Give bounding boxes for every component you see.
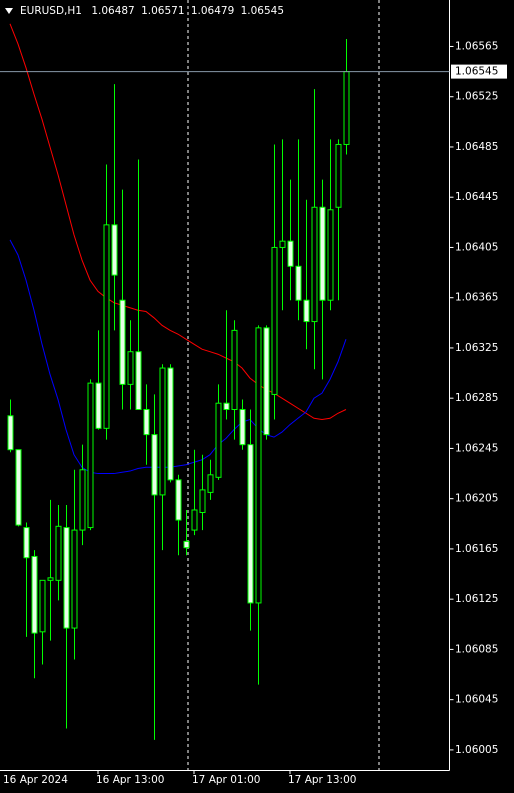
x-tick-label: 16 Apr 13:00 xyxy=(96,774,164,786)
moving-average xyxy=(9,239,347,475)
candle-body xyxy=(23,527,30,559)
candle-body xyxy=(183,540,190,549)
candle-body xyxy=(71,529,78,629)
candle-body xyxy=(159,367,166,496)
y-tick-label: 1.06245 xyxy=(455,442,498,454)
close-value: 1.06545 xyxy=(241,5,284,17)
candle-body xyxy=(151,434,158,496)
candle-body xyxy=(79,469,86,531)
candle-body xyxy=(47,577,54,581)
candle-body xyxy=(335,143,342,208)
candle-body xyxy=(119,299,126,385)
symbol: EURUSD,H1 xyxy=(20,5,82,17)
candle-body xyxy=(303,299,310,323)
candle-body xyxy=(207,474,214,493)
candle-body xyxy=(167,367,174,481)
candle-body xyxy=(95,382,102,429)
price-label: 1.06545 xyxy=(455,66,498,78)
y-tick-label: 1.06165 xyxy=(455,543,498,555)
candle-body xyxy=(263,327,270,436)
candle-body xyxy=(175,479,182,521)
candle-body xyxy=(287,240,294,267)
candle-body xyxy=(327,209,334,301)
candle-body xyxy=(7,415,14,451)
candle-body xyxy=(255,327,262,604)
y-tick-label: 1.06525 xyxy=(455,91,498,103)
y-tick-label: 1.06565 xyxy=(455,40,498,52)
candle-body xyxy=(143,408,150,436)
candle-body xyxy=(191,509,198,531)
candle-body xyxy=(239,408,246,446)
candle-body xyxy=(311,206,318,323)
y-tick-label: 1.06045 xyxy=(455,694,498,706)
y-tick-label: 1.06085 xyxy=(455,643,498,655)
candle-body xyxy=(343,71,350,145)
candle-body xyxy=(55,525,62,581)
candle-body xyxy=(247,444,254,604)
low-value: 1.06479 xyxy=(191,5,234,17)
y-tick-label: 1.06005 xyxy=(455,744,498,756)
x-tick-label: 17 Apr 13:00 xyxy=(288,774,356,786)
candle-body xyxy=(31,555,38,634)
y-tick-label: 1.06205 xyxy=(455,493,498,505)
price-label-box xyxy=(451,64,507,79)
y-tick-label: 1.06325 xyxy=(455,342,498,354)
candle-body xyxy=(63,527,70,629)
candle-body xyxy=(111,224,118,276)
y-tick-label: 1.06365 xyxy=(455,292,498,304)
y-tick-label: 1.06285 xyxy=(455,392,498,404)
candle-body xyxy=(231,329,238,410)
y-tick-label: 1.06125 xyxy=(455,593,498,605)
candle-body xyxy=(87,382,94,529)
open-value: 1.06487 xyxy=(91,5,134,17)
candle-body xyxy=(271,246,278,395)
candle-body xyxy=(295,265,302,301)
candle-body xyxy=(319,206,326,301)
high-value: 1.06571 xyxy=(141,5,184,17)
candle-body xyxy=(127,351,134,385)
candle-body xyxy=(135,351,142,410)
x-axis-start-label: 16 Apr 2024 xyxy=(3,774,68,786)
menu-icon[interactable] xyxy=(5,8,13,14)
header: EURUSD,H1 1.06487 1.06571 1.06479 1.0654… xyxy=(20,5,284,17)
candle-body xyxy=(103,224,110,429)
candle-body xyxy=(39,579,46,633)
candle-body xyxy=(279,240,286,248)
candle-body xyxy=(223,402,230,410)
candle-body xyxy=(215,402,222,478)
candle-body xyxy=(15,449,22,526)
x-tick-label: 17 Apr 01:00 xyxy=(192,774,260,786)
moving-average xyxy=(9,23,347,421)
y-tick-label: 1.06485 xyxy=(455,141,498,153)
candle-body xyxy=(199,489,206,513)
y-tick-label: 1.06405 xyxy=(455,241,498,253)
y-tick-label: 1.06445 xyxy=(455,191,498,203)
plot xyxy=(7,23,350,740)
